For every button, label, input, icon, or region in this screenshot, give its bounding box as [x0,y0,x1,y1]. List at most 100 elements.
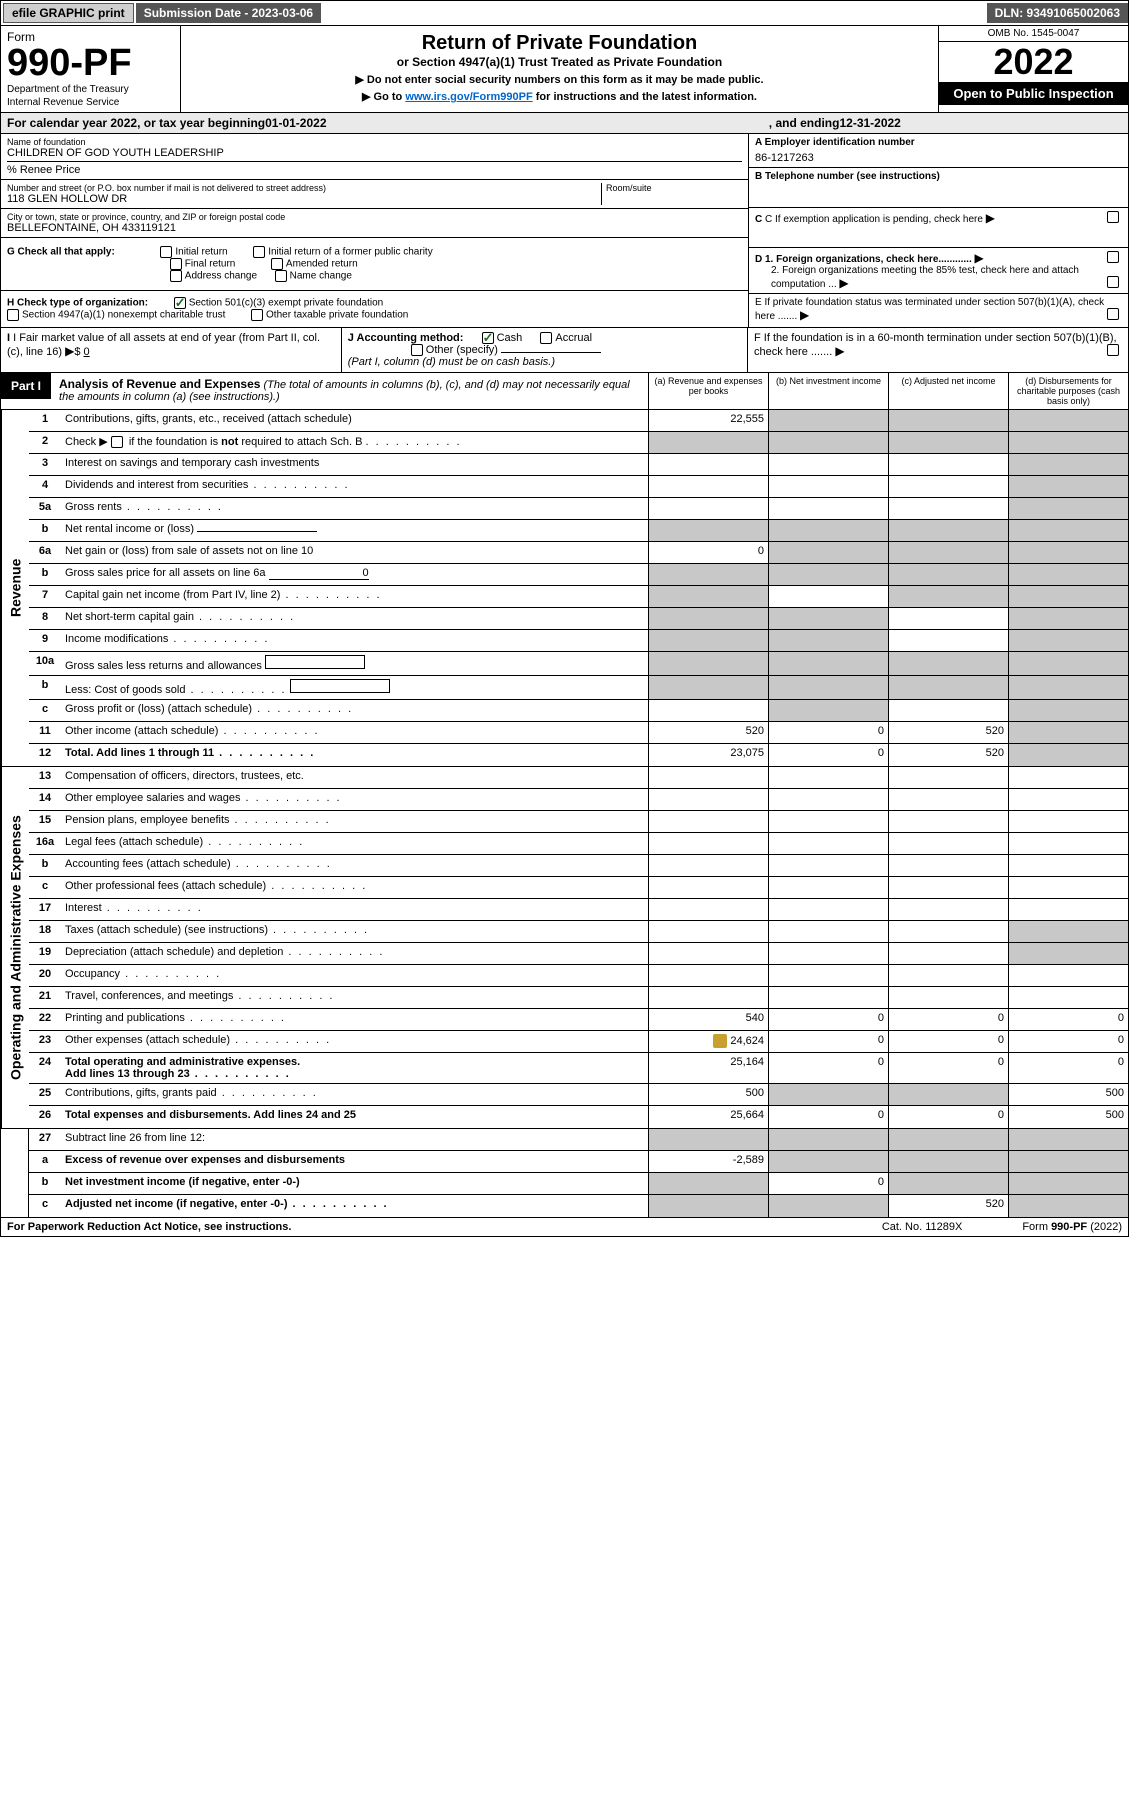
ij-row: I I Fair market value of all assets at e… [0,328,1129,373]
checkbox-amended-return[interactable] [271,258,283,270]
j-label: J Accounting method: [348,332,464,344]
row-12: 12Total. Add lines 1 through 1123,075052… [29,744,1128,766]
footer-form: Form 990-PF (2022) [1022,1221,1122,1233]
row-13: 13Compensation of officers, directors, t… [29,767,1128,789]
cal-year-end: 12-31-2022 [839,116,900,130]
addr-label: Number and street (or P.O. box number if… [7,183,597,193]
c-cell: C C If exemption application is pending,… [749,208,1128,248]
checkbox-c[interactable] [1107,211,1119,223]
opt-initial-return: Initial return [175,247,227,258]
opt-initial-former: Initial return of a former public charit… [268,247,433,258]
phone-cell: B Telephone number (see instructions) [749,168,1128,208]
checkbox-initial-former[interactable] [253,246,265,258]
row-21: 21Travel, conferences, and meetings [29,987,1128,1009]
row-7: 7Capital gain net income (from Part IV, … [29,586,1128,608]
address-row: Number and street (or P.O. box number if… [1,180,748,209]
part1-header: Part I Analysis of Revenue and Expenses … [0,373,1129,410]
checkbox-4947a1[interactable] [7,309,19,321]
form-subtitle: or Section 4947(a)(1) Trust Treated as P… [187,55,932,69]
header-center: Return of Private Foundation or Section … [181,26,938,112]
checkbox-d2[interactable] [1107,276,1119,288]
checkbox-d1[interactable] [1107,251,1119,263]
opt-amended-return: Amended return [286,259,358,270]
h-section: H Check type of organization: Section 50… [1,291,748,327]
opt-name-change: Name change [290,271,352,282]
row-27b: bNet investment income (if negative, ent… [29,1173,1128,1195]
opt-final-return: Final return [185,259,236,270]
row-17: 17Interest [29,899,1128,921]
checkbox-address-change[interactable] [170,270,182,282]
row-4: 4Dividends and interest from securities [29,476,1128,498]
checkbox-501c3[interactable] [174,297,186,309]
row-10a: 10aGross sales less returns and allowanc… [29,652,1128,676]
row-10c: cGross profit or (loss) (attach schedule… [29,700,1128,722]
attachment-icon[interactable] [713,1034,727,1048]
row-19: 19Depreciation (attach schedule) and dep… [29,943,1128,965]
room-label: Room/suite [606,183,742,193]
row-26: 26Total expenses and disbursements. Add … [29,1106,1128,1128]
revenue-side-label: Revenue [1,410,29,766]
row-27: 27Subtract line 26 from line 12: [29,1129,1128,1151]
row-6a: 6aNet gain or (loss) from sale of assets… [29,542,1128,564]
irs-link[interactable]: www.irs.gov/Form990PF [405,91,532,103]
city-label: City or town, state or province, country… [7,212,742,222]
row-5a: 5aGross rents [29,498,1128,520]
row-14: 14Other employee salaries and wages [29,789,1128,811]
i-amount: 0 [84,346,90,358]
opt-other-taxable: Other taxable private foundation [266,310,408,321]
form-number: 990-PF [7,44,174,82]
row-16a: 16aLegal fees (attach schedule) [29,833,1128,855]
city-state-zip: BELLEFONTAINE, OH 433119121 [7,222,742,234]
dept-1: Department of the Treasury [7,84,174,95]
checkbox-other-taxable[interactable] [251,309,263,321]
omb-number: OMB No. 1545-0047 [939,26,1128,42]
checkbox-f[interactable] [1107,344,1119,356]
checkbox-name-change[interactable] [275,270,287,282]
revenue-table: Revenue 1Contributions, gifts, grants, e… [0,410,1129,767]
checkbox-sch-b[interactable] [111,436,123,448]
footer-left: For Paperwork Reduction Act Notice, see … [7,1221,291,1233]
opt-501c3: Section 501(c)(3) exempt private foundat… [189,298,384,309]
foundation-name-cell: Name of foundation CHILDREN OF GOD YOUTH… [1,134,748,180]
row-15: 15Pension plans, employee benefits [29,811,1128,833]
h-label: H Check type of organization: [7,298,148,309]
form-header: Form 990-PF Department of the Treasury I… [0,26,1129,113]
row-9: 9Income modifications [29,630,1128,652]
expenses-side-label: Operating and Administrative Expenses [1,767,29,1128]
row-3: 3Interest on savings and temporary cash … [29,454,1128,476]
ein-label: A Employer identification number [755,137,915,148]
tax-year: 2022 [939,42,1128,82]
checkbox-final-return[interactable] [170,258,182,270]
line27-table: 27Subtract line 26 from line 12: aExcess… [0,1129,1129,1218]
cal-year-pre: For calendar year 2022, or tax year begi… [7,116,265,130]
form-title: Return of Private Foundation [187,32,932,55]
footer-cat: Cat. No. 11289X [882,1221,963,1233]
row-2: 2Check ▶ if the foundation is not requir… [29,432,1128,454]
row-20: 20Occupancy [29,965,1128,987]
col-d-header: (d) Disbursements for charitable purpose… [1008,373,1128,409]
f-cell: F If the foundation is in a 60-month ter… [748,328,1128,372]
dept-2: Internal Revenue Service [7,97,174,108]
row-11: 11Other income (attach schedule)5200520 [29,722,1128,744]
checkbox-other-method[interactable] [411,344,423,356]
checkbox-accrual[interactable] [540,332,552,344]
header-left: Form 990-PF Department of the Treasury I… [1,26,181,112]
c-label: C If exemption application is pending, c… [765,214,983,225]
name-label: Name of foundation [7,137,742,147]
efile-print-button[interactable]: efile GRAPHIC print [3,3,134,23]
checkbox-initial-return[interactable] [160,246,172,258]
row-1: 1Contributions, gifts, grants, etc., rec… [29,410,1128,432]
col-c-header: (c) Adjusted net income [888,373,1008,409]
checkbox-cash[interactable] [482,332,494,344]
row-25: 25Contributions, gifts, grants paid50050… [29,1084,1128,1106]
opt-accrual: Accrual [555,332,592,344]
row-23: 23Other expenses (attach schedule) 24,62… [29,1031,1128,1053]
i-cell: I I Fair market value of all assets at e… [1,328,342,372]
row-27c: cAdjusted net income (if negative, enter… [29,1195,1128,1217]
info-grid: Name of foundation CHILDREN OF GOD YOUTH… [0,134,1129,328]
d2-label: 2. Foreign organizations meeting the 85%… [771,265,1079,290]
part1-desc: Analysis of Revenue and Expenses (The to… [51,373,648,409]
checkbox-e[interactable] [1107,308,1119,320]
opt-4947a1: Section 4947(a)(1) nonexempt charitable … [22,310,225,321]
note-2: ▶ Go to www.irs.gov/Form990PF for instru… [187,90,932,103]
